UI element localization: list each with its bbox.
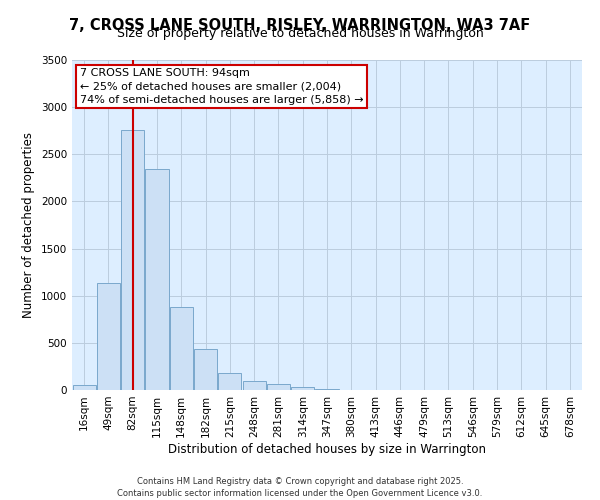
Text: Contains HM Land Registry data © Crown copyright and database right 2025.
Contai: Contains HM Land Registry data © Crown c…: [118, 476, 482, 498]
Bar: [97, 284, 120, 390]
Bar: [267, 384, 290, 390]
Bar: [194, 350, 217, 390]
Text: 7 CROSS LANE SOUTH: 94sqm
← 25% of detached houses are smaller (2,004)
74% of se: 7 CROSS LANE SOUTH: 94sqm ← 25% of detac…: [80, 68, 363, 104]
Text: Size of property relative to detached houses in Warrington: Size of property relative to detached ho…: [116, 28, 484, 40]
X-axis label: Distribution of detached houses by size in Warrington: Distribution of detached houses by size …: [168, 442, 486, 456]
Bar: [316, 389, 338, 390]
Y-axis label: Number of detached properties: Number of detached properties: [22, 132, 35, 318]
Bar: [121, 130, 144, 390]
Bar: [73, 386, 95, 390]
Bar: [145, 170, 169, 390]
Bar: [291, 386, 314, 390]
Text: 7, CROSS LANE SOUTH, RISLEY, WARRINGTON, WA3 7AF: 7, CROSS LANE SOUTH, RISLEY, WARRINGTON,…: [70, 18, 530, 32]
Bar: [242, 381, 266, 390]
Bar: [218, 372, 241, 390]
Bar: [170, 307, 193, 390]
